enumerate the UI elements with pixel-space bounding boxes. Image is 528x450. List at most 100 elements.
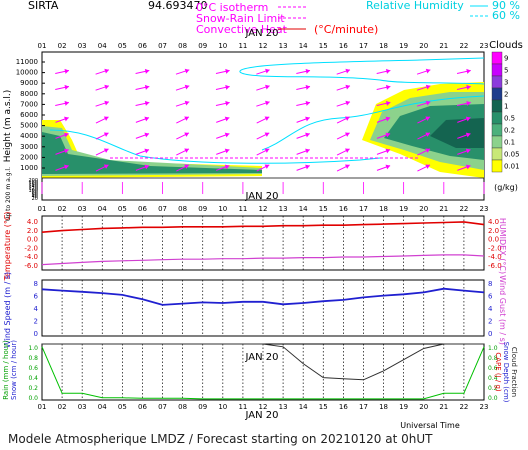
cloud-low-ytick-label: 60 xyxy=(32,192,38,198)
wind-arrow xyxy=(216,132,230,139)
wind-arrow-head xyxy=(64,116,69,122)
wind-arrow xyxy=(456,68,471,74)
wind-arrow xyxy=(376,164,391,171)
ytick-label-right: 4.0 xyxy=(488,218,499,226)
ytick-label-right: 0.6 xyxy=(488,365,498,372)
cloud-area-right-dense xyxy=(430,118,484,148)
legend-convective-label: Convective Heat xyxy=(196,23,288,36)
wind-arrow xyxy=(175,84,190,91)
wind-arrow-head xyxy=(465,116,471,122)
wind-arrow xyxy=(55,132,69,139)
colorbar-tick-label: 3 xyxy=(504,78,508,86)
ytick-label-right: 2 xyxy=(488,318,492,326)
date-label-precip: JAN 20 xyxy=(245,352,279,363)
wind-arrow-head xyxy=(385,164,391,170)
cloud-ytick-label: 9000 xyxy=(20,79,38,87)
wind-arrow-head xyxy=(144,164,150,170)
hour-tick-label: 08 xyxy=(178,403,187,411)
hour-tick-label: 05 xyxy=(118,205,127,213)
wind-arrow-head xyxy=(466,84,471,90)
wind-arrow-head xyxy=(144,84,150,90)
wind-arrow xyxy=(135,100,150,106)
cloud-low-ytick-label: 40 xyxy=(32,194,38,200)
cloud-ytick-label: 7000 xyxy=(20,100,38,108)
cloud-ytick-label: 4000 xyxy=(20,132,38,140)
ytick-label-right: 0.2 xyxy=(488,385,498,392)
wind-arrow-head xyxy=(224,132,230,138)
wind-arrow-head xyxy=(184,132,189,137)
cloud-ytick-label: 5000 xyxy=(20,122,38,130)
wind-arrow xyxy=(176,148,190,156)
wind-arrow-head xyxy=(104,68,109,74)
wind-arrow-head xyxy=(264,132,270,137)
wind-arrow-head xyxy=(265,84,270,90)
wind-arrow-head xyxy=(466,100,471,106)
wind-arrow-head xyxy=(305,132,310,138)
ytick-label: 0.0 xyxy=(27,236,38,244)
colorbar-swatch xyxy=(491,147,503,161)
ytick-label: -6.0 xyxy=(24,262,38,270)
colorbar-tick-label: 0.5 xyxy=(504,114,515,122)
colorbar-tick-label: 9 xyxy=(504,54,508,62)
wind-arrow xyxy=(296,116,310,123)
hour-tick-label: 02 xyxy=(58,403,67,411)
wind-arrow-head xyxy=(184,84,190,90)
wind-arrow xyxy=(175,68,190,75)
wind-arrow-head xyxy=(225,68,230,74)
xaxis-title: Universal Time xyxy=(400,421,460,430)
wind-arrow xyxy=(457,148,471,155)
wind-arrow-head xyxy=(305,84,311,90)
ytick-label: 0.4 xyxy=(28,375,38,382)
wind-arrow xyxy=(416,100,431,107)
wind-arrow-head xyxy=(184,116,189,121)
wind-arrow-head xyxy=(184,100,190,106)
hour-tick-label: 01 xyxy=(38,205,47,213)
hour-tick-label: 11 xyxy=(238,42,247,50)
hour-tick-label: 12 xyxy=(259,42,268,50)
snow-ylabel: Snow (cm / hour) xyxy=(10,340,18,400)
wind-arrow-head xyxy=(64,84,69,90)
wind-arrow-head xyxy=(264,116,270,121)
wind-arrow xyxy=(296,68,311,74)
hour-tick-label: 04 xyxy=(98,42,107,50)
wind-arrow xyxy=(95,132,109,140)
hour-tick-label: 05 xyxy=(118,42,127,50)
colorbar-swatch xyxy=(491,99,503,113)
hour-tick-label: 11 xyxy=(238,205,247,213)
colorbar-swatch xyxy=(491,75,503,89)
wind-arrow xyxy=(296,148,310,155)
wind-arrow xyxy=(376,84,391,90)
cloud-low-ytick-label: 80 xyxy=(32,190,38,196)
hour-tick-label: 09 xyxy=(198,403,207,411)
wind-gust-ylabel: Wind Gust (m / s) xyxy=(498,275,507,345)
wind-arrow xyxy=(55,164,69,171)
wind-arrow-head xyxy=(64,100,69,106)
ytick-label: 1.0 xyxy=(28,345,38,352)
wind-arrow-head xyxy=(144,132,150,138)
wind-arrow xyxy=(376,116,391,123)
ytick-label-right: 1.0 xyxy=(488,345,498,352)
wind-arrow-head xyxy=(385,100,391,106)
colorbar-swatch xyxy=(491,159,503,173)
hour-tick-label: 19 xyxy=(399,42,408,50)
wind-arrow xyxy=(296,132,310,139)
wind-arrow-head xyxy=(144,116,150,122)
wind-arrow xyxy=(175,100,190,107)
wind-arrow xyxy=(95,100,110,107)
ytick-label-right: 0.4 xyxy=(488,375,498,382)
wind-arrow xyxy=(95,116,109,124)
wind-arrow-head xyxy=(64,148,69,154)
ytick-label: 2 xyxy=(34,318,38,326)
wind-arrow xyxy=(456,84,471,90)
wind-arrow xyxy=(457,164,471,171)
hour-labels-top: 01 02 03 04 05 06 07 08 09 10 11 12 13 14 15 16 17 18 19 20… xyxy=(38,42,489,50)
hour-tick-label: 05 xyxy=(118,403,127,411)
hour-tick-label: 07 xyxy=(158,205,167,213)
wind-arrow-head xyxy=(264,148,270,153)
cloud-ytick-label: 6000 xyxy=(20,111,38,119)
hour-tick-label: 19 xyxy=(399,205,408,213)
wind-arrow xyxy=(256,84,270,91)
hour-tick-label: 04 xyxy=(98,205,107,213)
wind-arrow-head xyxy=(344,116,350,121)
hour-tick-label: 13 xyxy=(279,42,288,50)
